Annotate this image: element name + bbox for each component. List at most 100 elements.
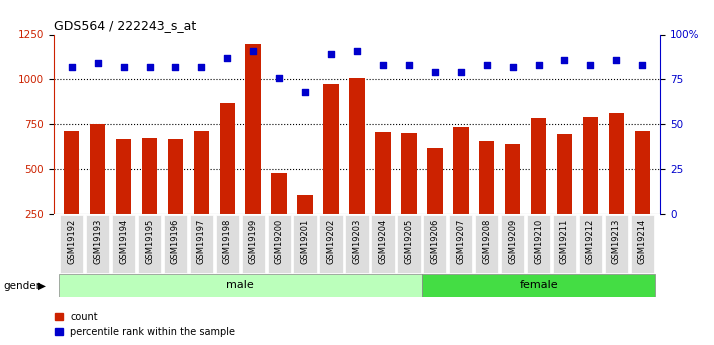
Bar <box>557 134 572 214</box>
Bar <box>116 139 131 214</box>
Bar <box>401 133 417 214</box>
Text: GSM19199: GSM19199 <box>248 219 258 264</box>
FancyBboxPatch shape <box>60 215 84 273</box>
Point <box>273 75 285 80</box>
FancyBboxPatch shape <box>371 215 395 273</box>
Point <box>377 62 388 68</box>
FancyBboxPatch shape <box>138 215 161 273</box>
Bar <box>142 138 157 214</box>
Text: GSM19213: GSM19213 <box>612 219 621 264</box>
FancyBboxPatch shape <box>527 215 550 273</box>
Point <box>533 62 544 68</box>
Text: GSM19201: GSM19201 <box>301 219 310 264</box>
Bar <box>531 118 546 214</box>
FancyBboxPatch shape <box>319 215 343 273</box>
Point <box>559 57 570 62</box>
FancyBboxPatch shape <box>553 215 576 273</box>
Point <box>481 62 493 68</box>
Point <box>92 60 104 66</box>
Text: GSM19203: GSM19203 <box>353 219 361 264</box>
Point <box>196 64 207 70</box>
Text: GSM19205: GSM19205 <box>404 219 413 264</box>
FancyBboxPatch shape <box>346 215 368 273</box>
FancyBboxPatch shape <box>216 215 239 273</box>
Point <box>351 48 363 53</box>
Text: GSM19209: GSM19209 <box>508 219 517 264</box>
Point <box>299 89 311 95</box>
Legend: count, percentile rank within the sample: count, percentile rank within the sample <box>55 312 236 337</box>
Text: male: male <box>226 280 254 290</box>
Point <box>455 69 466 75</box>
FancyBboxPatch shape <box>293 215 317 273</box>
Point <box>585 62 596 68</box>
Text: GSM19198: GSM19198 <box>223 219 232 264</box>
Point <box>326 51 337 57</box>
Bar <box>422 274 655 297</box>
Point <box>118 64 129 70</box>
Bar <box>64 131 79 214</box>
Text: gender: gender <box>4 281 41 290</box>
Text: GSM19202: GSM19202 <box>326 219 336 264</box>
Bar <box>453 127 468 214</box>
Text: GSM19204: GSM19204 <box>378 219 388 264</box>
Bar <box>59 274 422 297</box>
Text: GSM19195: GSM19195 <box>145 219 154 264</box>
FancyBboxPatch shape <box>449 215 473 273</box>
Bar <box>505 144 521 214</box>
Text: GSM19196: GSM19196 <box>171 219 180 264</box>
Bar <box>246 45 261 214</box>
Point <box>221 55 233 61</box>
Text: GSM19193: GSM19193 <box>93 219 102 264</box>
FancyBboxPatch shape <box>86 215 109 273</box>
FancyBboxPatch shape <box>190 215 213 273</box>
Bar <box>90 124 106 214</box>
Bar <box>297 195 313 214</box>
Bar <box>219 103 235 214</box>
Text: GSM19192: GSM19192 <box>67 219 76 264</box>
Text: GSM19211: GSM19211 <box>560 219 569 264</box>
Bar <box>635 131 650 214</box>
Point <box>507 64 518 70</box>
Text: GSM19200: GSM19200 <box>275 219 283 264</box>
Text: ▶: ▶ <box>38 281 46 290</box>
Bar <box>168 139 183 214</box>
Bar <box>608 112 624 214</box>
Text: GSM19207: GSM19207 <box>456 219 466 264</box>
Text: GSM19210: GSM19210 <box>534 219 543 264</box>
Text: GSM19206: GSM19206 <box>431 219 439 264</box>
Point <box>429 69 441 75</box>
FancyBboxPatch shape <box>605 215 628 273</box>
Point <box>144 64 155 70</box>
Text: GSM19194: GSM19194 <box>119 219 128 264</box>
Bar <box>349 78 365 214</box>
FancyBboxPatch shape <box>501 215 524 273</box>
FancyBboxPatch shape <box>241 215 265 273</box>
Text: female: female <box>519 280 558 290</box>
Text: GSM19208: GSM19208 <box>482 219 491 264</box>
Bar <box>271 172 287 214</box>
FancyBboxPatch shape <box>164 215 187 273</box>
Text: GSM19197: GSM19197 <box>197 219 206 264</box>
FancyBboxPatch shape <box>630 215 654 273</box>
FancyBboxPatch shape <box>112 215 135 273</box>
FancyBboxPatch shape <box>397 215 421 273</box>
FancyBboxPatch shape <box>475 215 498 273</box>
Bar <box>427 148 443 214</box>
Bar <box>375 132 391 214</box>
Bar <box>583 117 598 214</box>
Point <box>637 62 648 68</box>
Text: GSM19212: GSM19212 <box>586 219 595 264</box>
Point <box>248 48 259 53</box>
FancyBboxPatch shape <box>423 215 446 273</box>
Bar <box>193 131 209 214</box>
Bar <box>323 84 339 214</box>
Point <box>170 64 181 70</box>
FancyBboxPatch shape <box>579 215 602 273</box>
Bar <box>479 141 495 214</box>
Text: GSM19214: GSM19214 <box>638 219 647 264</box>
Point <box>610 57 622 62</box>
FancyBboxPatch shape <box>268 215 291 273</box>
Text: GDS564 / 222243_s_at: GDS564 / 222243_s_at <box>54 19 196 32</box>
Point <box>66 64 77 70</box>
Point <box>403 62 415 68</box>
